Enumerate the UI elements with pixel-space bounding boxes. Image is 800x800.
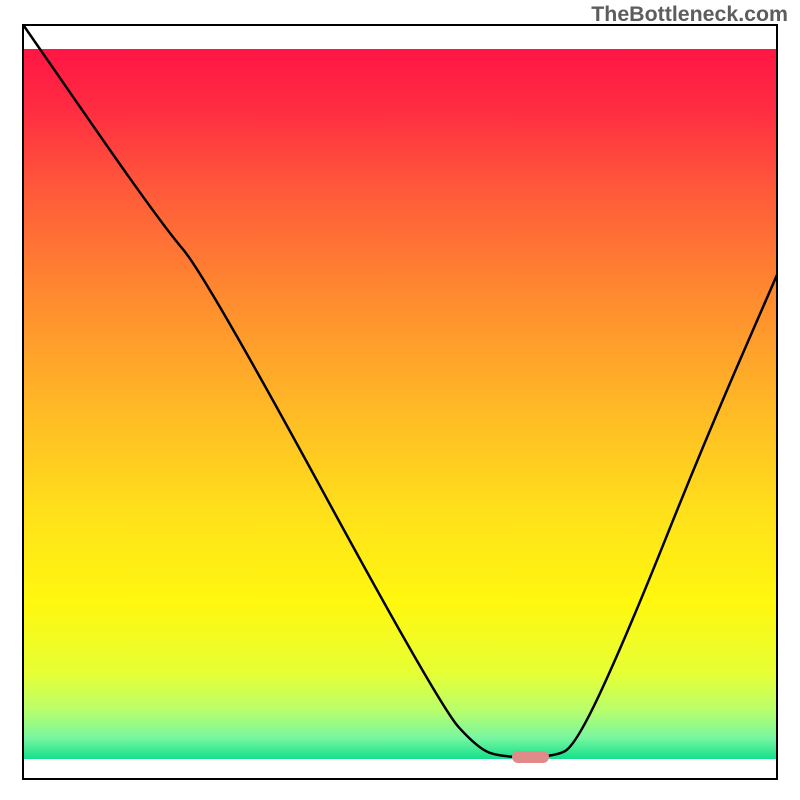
curve-path	[24, 26, 778, 757]
optimal-marker	[512, 751, 550, 763]
chart-wrapper: TheBottleneck.com	[0, 0, 800, 800]
plot-frame	[22, 24, 778, 780]
bottleneck-curve	[24, 26, 778, 780]
